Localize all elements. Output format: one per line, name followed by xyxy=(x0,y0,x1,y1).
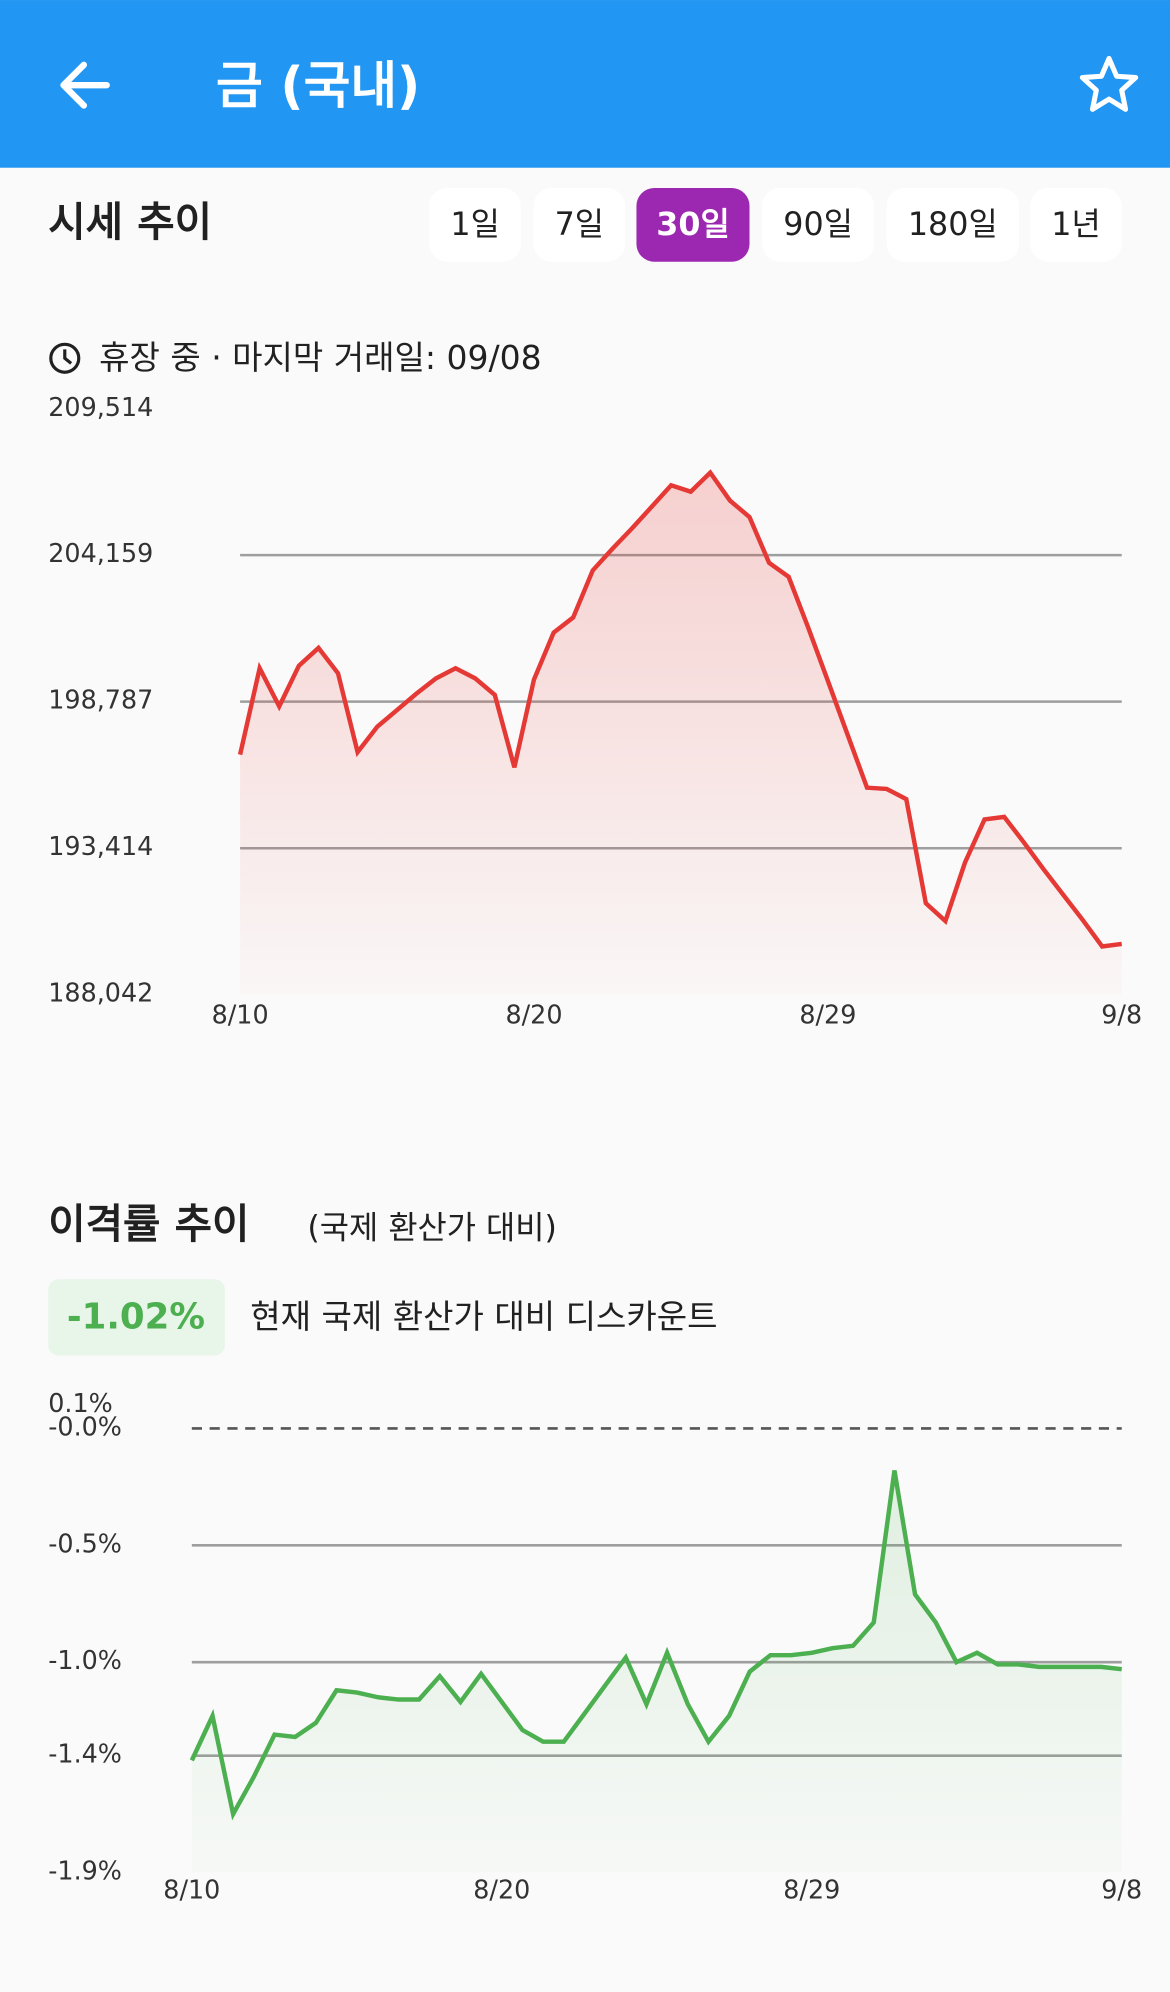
x-tick-label: 9/8 xyxy=(1101,999,1142,1029)
tab-label[interactable]: 30일 xyxy=(656,207,729,243)
x-tick-label: 8/29 xyxy=(799,999,856,1029)
x-tick-label: 8/20 xyxy=(473,1875,530,1905)
y-tick-label: -0.5% xyxy=(48,1528,122,1558)
area-fill xyxy=(191,1470,1122,1873)
app-bar xyxy=(0,0,1170,168)
y-tick-label: 188,042 xyxy=(48,978,153,1008)
tab[interactable] xyxy=(1030,188,1122,262)
badge-value: -1.02% xyxy=(67,1297,205,1338)
favorite-button[interactable] xyxy=(1079,55,1139,112)
tab[interactable] xyxy=(429,188,521,262)
tab[interactable] xyxy=(886,188,1019,262)
back-button[interactable] xyxy=(60,61,110,109)
tab[interactable] xyxy=(762,188,875,262)
period-tabs: 1일 7일 30일 90일 180일 1년 xyxy=(429,188,1122,262)
tab[interactable] xyxy=(636,188,750,262)
tab-label[interactable]: 1일 xyxy=(450,207,499,243)
data-line xyxy=(189,1470,1122,1821)
section-subtitle: (국제 환산가 대비) xyxy=(307,1211,556,1247)
data-line xyxy=(237,469,1123,949)
y-tick-label: 204,159 xyxy=(48,538,153,568)
x-tick-label: 9/8 xyxy=(1101,1875,1142,1905)
tab[interactable] xyxy=(533,188,626,262)
badge xyxy=(48,1279,225,1356)
y-tick-label: 193,414 xyxy=(48,831,153,861)
y-tick-label: 198,787 xyxy=(48,685,153,715)
tab-label[interactable]: 90일 xyxy=(783,207,853,243)
y-tick-label: -1.4% xyxy=(48,1739,122,1769)
area-fill xyxy=(240,472,1122,995)
y-tick-label: 209,514 xyxy=(48,392,153,422)
tab-label[interactable]: 7일 xyxy=(555,207,604,243)
x-tick-label: 8/10 xyxy=(163,1875,220,1905)
badge-note: 현재 국제 환산가 대비 디스카운트 xyxy=(250,1297,717,1336)
section-title: 이격률 추이 xyxy=(48,1200,249,1248)
clock-icon xyxy=(49,342,81,374)
y-tick-label: -1.9% xyxy=(48,1856,122,1886)
tab-label[interactable]: 180일 xyxy=(908,207,998,243)
y-tick-label: -0.0% xyxy=(48,1411,122,1441)
y-tick-label: 0.1% xyxy=(48,1388,113,1418)
x-tick-label: 8/20 xyxy=(505,999,562,1029)
y-tick-label: -1.0% xyxy=(48,1645,122,1675)
market-status: 휴장 중 · 마지막 거래일: 09/08 xyxy=(99,338,542,377)
tab-label[interactable]: 1년 xyxy=(1051,207,1100,243)
x-tick-label: 8/10 xyxy=(212,999,269,1029)
app-title: 금 (국내) xyxy=(216,56,420,115)
section-title: 시세 추이 xyxy=(48,198,212,246)
x-tick-label: 8/29 xyxy=(783,1875,840,1905)
